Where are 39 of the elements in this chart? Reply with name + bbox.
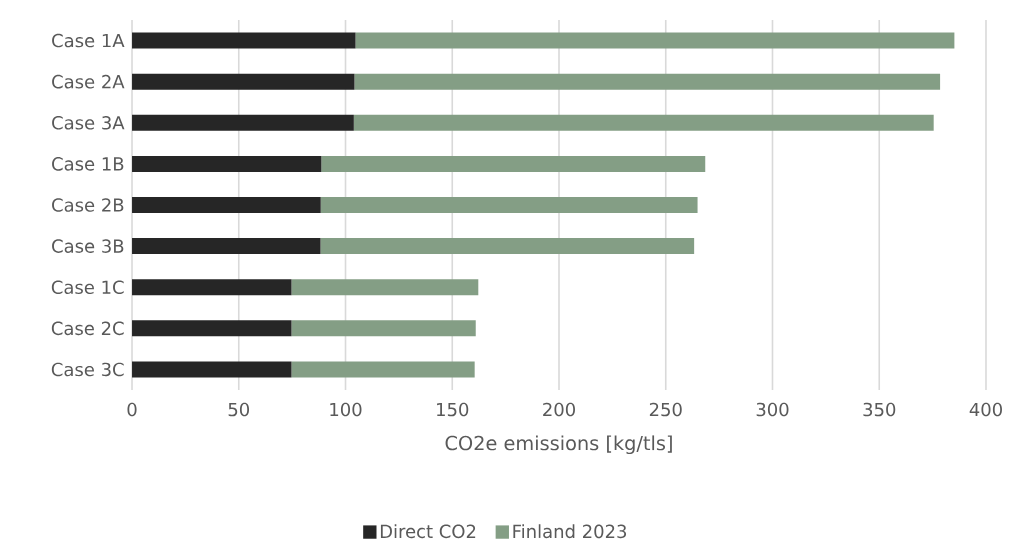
y-tick-label: Case 2A [52, 74, 125, 89]
bar [320, 197, 698, 214]
y-tick-label: Case 3C [51, 362, 124, 377]
x-axis-title: CO2e emissions [kg/tls] [445, 435, 672, 455]
y-tick-label: Case 3B [52, 239, 124, 253]
bar [354, 73, 941, 90]
x-tick-label: 400 [969, 402, 1002, 417]
y-tick-label: Case 1C [51, 280, 124, 295]
x-tick-label: 0 [127, 402, 137, 417]
bar [132, 32, 356, 49]
bar [132, 320, 292, 337]
y-tick-label: Case 1B [52, 157, 124, 171]
bar [355, 32, 955, 49]
bar [132, 197, 321, 214]
bar [320, 238, 695, 255]
bar [132, 73, 355, 90]
x-tick-label: 200 [543, 402, 575, 417]
bar [321, 155, 706, 172]
bar [132, 114, 354, 131]
y-tick-label: Case 2C [51, 321, 124, 336]
x-tick-label: 250 [649, 402, 682, 417]
bar [132, 155, 322, 172]
bar [132, 238, 321, 255]
x-tick-label: 300 [756, 402, 789, 417]
y-tick-label: Case 3A [52, 115, 125, 130]
y-tick-label: Case 2B [52, 198, 124, 212]
x-tick-label: 100 [330, 402, 362, 417]
bar [353, 114, 934, 131]
x-tick-label: 350 [863, 402, 896, 417]
legend-label: Finland 2023 [513, 524, 627, 539]
y-tick-label: Case 1A [52, 33, 125, 48]
legend-label: Direct CO2 [380, 524, 476, 539]
bar [291, 279, 479, 296]
x-tick-label: 150 [437, 402, 469, 417]
bar [291, 361, 475, 378]
bar [291, 320, 476, 337]
bar [132, 279, 292, 296]
x-tick-label: 50 [228, 402, 250, 417]
bar [132, 361, 292, 378]
